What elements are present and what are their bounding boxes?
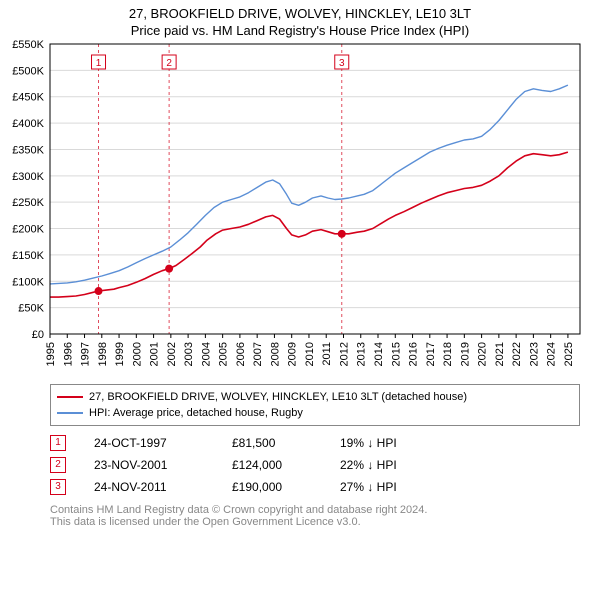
svg-text:3: 3 — [339, 58, 345, 69]
svg-text:1: 1 — [96, 58, 102, 69]
svg-text:£200K: £200K — [12, 224, 44, 236]
svg-text:£550K: £550K — [12, 39, 44, 51]
sale-date: 24-OCT-1997 — [94, 436, 204, 450]
chart-container: { "titles": { "line1": "27, BROOKFIELD D… — [0, 0, 600, 528]
svg-text:2021: 2021 — [494, 342, 506, 366]
legend-row: 27, BROOKFIELD DRIVE, WOLVEY, HINCKLEY, … — [57, 389, 573, 405]
svg-text:2011: 2011 — [321, 342, 333, 366]
attribution-footer: Contains HM Land Registry data © Crown c… — [50, 504, 580, 528]
sale-diff: 22% ↓ HPI — [340, 458, 440, 472]
chart-titles: 27, BROOKFIELD DRIVE, WOLVEY, HINCKLEY, … — [0, 0, 600, 38]
svg-text:2001: 2001 — [149, 342, 161, 366]
svg-text:2005: 2005 — [218, 342, 230, 366]
sales-table: 1 24-OCT-1997 £81,500 19% ↓ HPI 2 23-NOV-2001… — [50, 432, 580, 498]
svg-text:£500K: £500K — [12, 65, 44, 77]
sale-date: 24-NOV-2011 — [94, 480, 204, 494]
svg-text:£0: £0 — [32, 329, 44, 341]
sale-diff: 27% ↓ HPI — [340, 480, 440, 494]
svg-text:2012: 2012 — [338, 342, 350, 366]
svg-text:1997: 1997 — [80, 342, 92, 366]
svg-text:1995: 1995 — [45, 342, 57, 366]
svg-text:1996: 1996 — [62, 342, 74, 366]
svg-text:£250K: £250K — [12, 197, 44, 209]
svg-text:1998: 1998 — [97, 342, 109, 366]
legend-swatch — [57, 396, 83, 398]
svg-text:£50K: £50K — [18, 303, 44, 315]
chart-svg: £0 £50K £100K £150K £200K £250K £300K £350K £400… — [0, 38, 600, 378]
svg-text:2: 2 — [166, 58, 172, 69]
svg-text:£150K: £150K — [12, 250, 44, 262]
sale-marker: 1 — [50, 435, 66, 451]
svg-text:2016: 2016 — [408, 342, 420, 366]
sale-row: 1 24-OCT-1997 £81,500 19% ↓ HPI — [50, 432, 580, 454]
footer-line-1: Contains HM Land Registry data © Crown c… — [50, 504, 580, 516]
svg-text:2023: 2023 — [528, 342, 540, 366]
svg-text:2025: 2025 — [563, 342, 575, 366]
svg-text:£100K: £100K — [12, 276, 44, 288]
svg-text:2020: 2020 — [477, 342, 489, 366]
title-subtitle: Price paid vs. HM Land Registry's House … — [0, 23, 600, 38]
svg-text:2018: 2018 — [442, 342, 454, 366]
svg-text:2009: 2009 — [287, 342, 299, 366]
svg-text:2014: 2014 — [373, 342, 385, 366]
legend-label: 27, BROOKFIELD DRIVE, WOLVEY, HINCKLEY, … — [89, 391, 467, 403]
svg-text:2006: 2006 — [235, 342, 247, 366]
legend-row: HPI: Average price, detached house, Rugb… — [57, 405, 573, 421]
svg-text:1999: 1999 — [114, 342, 126, 366]
svg-text:2000: 2000 — [131, 342, 143, 366]
svg-text:2002: 2002 — [166, 342, 178, 366]
chart-plot: £0 £50K £100K £150K £200K £250K £300K £350K £400… — [0, 38, 600, 378]
sale-row: 3 24-NOV-2011 £190,000 27% ↓ HPI — [50, 476, 580, 498]
sale-price: £190,000 — [232, 480, 312, 494]
svg-text:2008: 2008 — [269, 342, 281, 366]
sale-row: 2 23-NOV-2001 £124,000 22% ↓ HPI — [50, 454, 580, 476]
sale-marker: 3 — [50, 479, 66, 495]
footer-line-2: This data is licensed under the Open Gov… — [50, 516, 580, 528]
legend: 27, BROOKFIELD DRIVE, WOLVEY, HINCKLEY, … — [50, 384, 580, 426]
svg-text:2003: 2003 — [183, 342, 195, 366]
legend-swatch — [57, 412, 83, 414]
svg-text:2022: 2022 — [511, 342, 523, 366]
sale-marker: 2 — [50, 457, 66, 473]
svg-text:2024: 2024 — [546, 342, 558, 366]
svg-text:£400K: £400K — [12, 118, 44, 130]
sale-price: £124,000 — [232, 458, 312, 472]
svg-text:2015: 2015 — [390, 342, 402, 366]
svg-text:2019: 2019 — [459, 342, 471, 366]
svg-text:2017: 2017 — [425, 342, 437, 366]
svg-text:2004: 2004 — [200, 342, 212, 366]
legend-label: HPI: Average price, detached house, Rugb… — [89, 407, 303, 419]
svg-text:£450K: £450K — [12, 92, 44, 104]
sale-diff: 19% ↓ HPI — [340, 436, 440, 450]
svg-text:£300K: £300K — [12, 171, 44, 183]
title-address: 27, BROOKFIELD DRIVE, WOLVEY, HINCKLEY, … — [0, 6, 600, 21]
svg-text:2013: 2013 — [356, 342, 368, 366]
sale-price: £81,500 — [232, 436, 312, 450]
sale-date: 23-NOV-2001 — [94, 458, 204, 472]
svg-text:2010: 2010 — [304, 342, 316, 366]
svg-text:2007: 2007 — [252, 342, 264, 366]
svg-text:£350K: £350K — [12, 144, 44, 156]
